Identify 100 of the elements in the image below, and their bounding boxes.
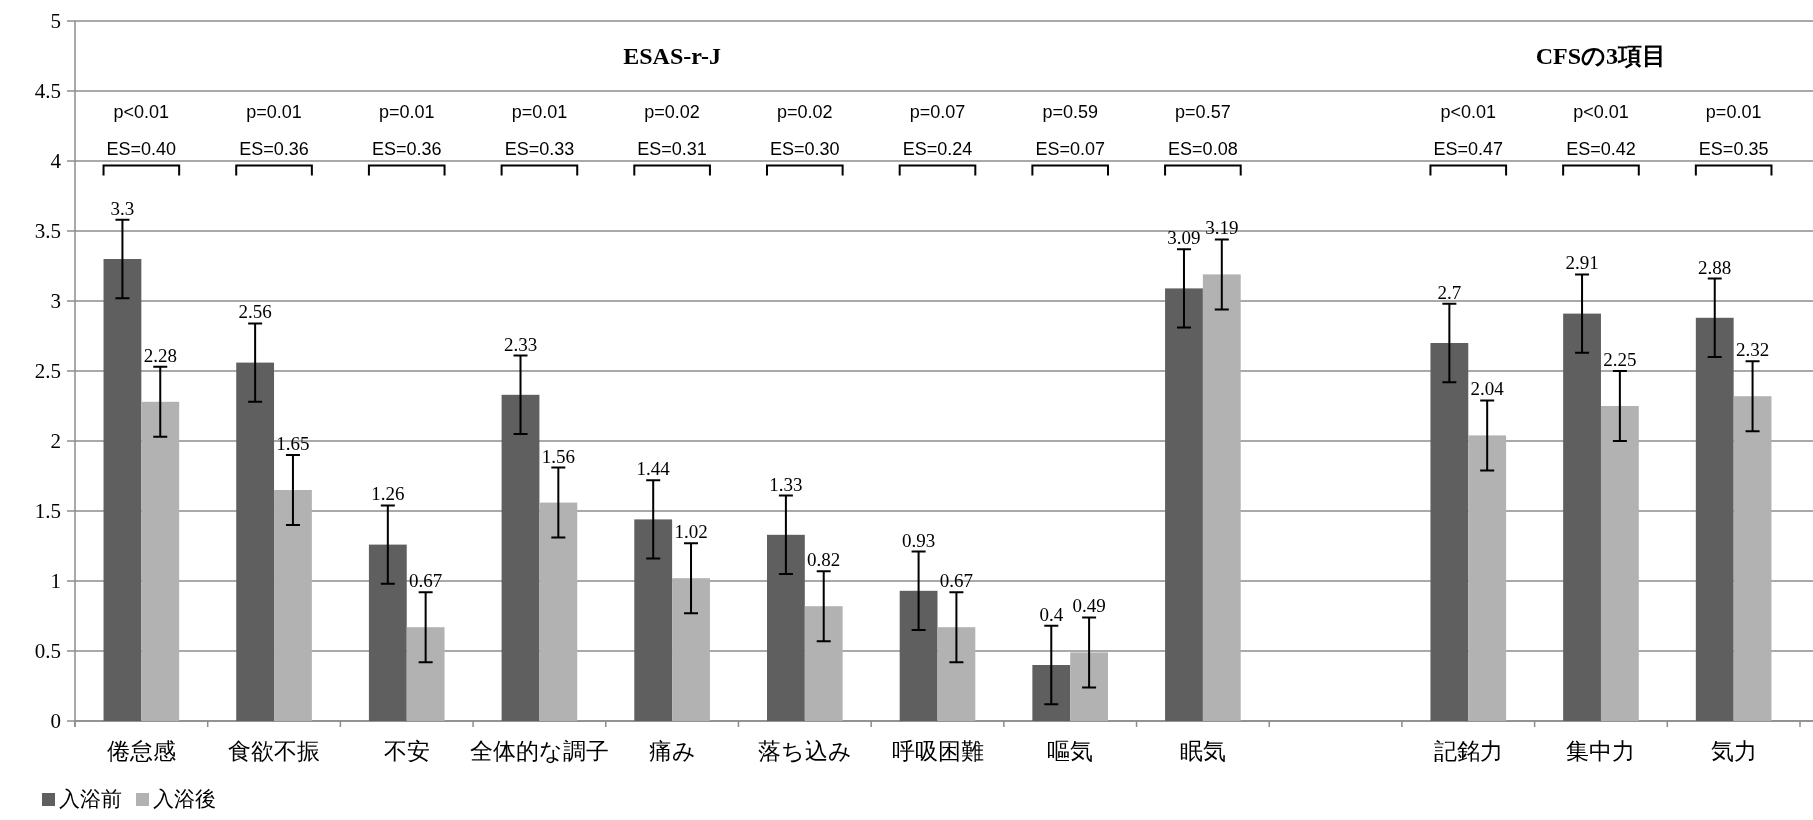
legend-入浴前: 入浴前 — [42, 787, 122, 811]
annotation: p=0.01 — [511, 101, 568, 122]
data-label: 1.33 — [769, 473, 803, 495]
annotation: p<0.01 — [1440, 101, 1497, 122]
data-label: 0.82 — [807, 549, 841, 571]
x-tick-label: 不安 — [383, 739, 430, 764]
bar — [368, 544, 407, 721]
annotation: p=0.57 — [1175, 101, 1231, 122]
bar — [634, 519, 673, 721]
bar — [236, 362, 275, 721]
annotation: ES=0.36 — [371, 139, 442, 160]
bar — [672, 578, 710, 721]
annotation: ES=0.42 — [1566, 139, 1636, 160]
x-tick-label: 呼吸困難 — [891, 739, 984, 764]
y-tick-label: 0.5 — [34, 639, 61, 663]
legend-label: 入浴後 — [153, 787, 216, 811]
annotation: p<0.01 — [1573, 101, 1629, 122]
annotation: p=0.02 — [777, 101, 833, 122]
x-tick-label: 倦怠感 — [106, 739, 176, 764]
data-label: 2.32 — [1735, 339, 1770, 361]
bar — [1468, 435, 1507, 721]
data-label: 0.49 — [1072, 595, 1106, 617]
x-tick-label: 集中力 — [1566, 739, 1636, 764]
annotation: p<0.01 — [113, 101, 170, 122]
bar — [804, 606, 843, 721]
data-label: 3.19 — [1205, 217, 1239, 239]
data-label: 2.25 — [1603, 349, 1637, 370]
data-label: 1.56 — [541, 445, 575, 467]
annotation: p=0.59 — [1042, 101, 1098, 122]
annotation: ES=0.31 — [637, 139, 707, 160]
annotation: ES=0.36 — [239, 139, 309, 160]
annotation: ESAS-r-J — [623, 43, 722, 69]
data-label: 2.28 — [143, 344, 177, 366]
x-tick-label: 落ち込み — [757, 739, 852, 764]
annotation: p=0.01 — [1705, 101, 1762, 122]
bar — [1600, 406, 1639, 721]
annotation: ES=0.33 — [504, 139, 575, 160]
y-tick-label: 2 — [50, 429, 61, 453]
data-label: 3.3 — [110, 197, 135, 219]
legend-入浴後: 入浴後 — [136, 787, 216, 811]
x-tick-label: 気力 — [1710, 739, 1757, 764]
annotation: ES=0.30 — [770, 139, 840, 160]
x-tick-label: 全体的な調子 — [469, 739, 609, 764]
y-tick-label: 1.5 — [34, 499, 61, 523]
data-label: 2.91 — [1565, 252, 1599, 274]
y-tick-label: 2.5 — [34, 359, 61, 383]
data-label: 1.26 — [371, 483, 405, 505]
x-tick-label: 痛み — [648, 739, 696, 764]
annotation: p=0.01 — [246, 101, 302, 122]
data-label: 3.09 — [1167, 227, 1201, 249]
annotation: p=0.01 — [378, 101, 435, 122]
bar — [539, 502, 578, 721]
data-label: 1.65 — [276, 433, 310, 454]
x-tick-label: 食欲不振 — [228, 739, 321, 764]
annotation: ES=0.07 — [1035, 139, 1105, 160]
annotation: ES=0.35 — [1698, 139, 1769, 160]
bar — [1430, 343, 1469, 721]
data-label: 2.04 — [1470, 378, 1505, 400]
data-label: 2.88 — [1698, 256, 1732, 278]
annotation: p=0.02 — [644, 101, 700, 122]
bar — [1695, 317, 1734, 721]
bar — [1733, 396, 1772, 721]
y-tick-label: 5 — [50, 9, 61, 33]
x-tick-label: 嘔気 — [1047, 739, 1094, 764]
annotation: ES=0.40 — [106, 139, 177, 160]
bar — [406, 627, 445, 721]
y-tick-label: 0 — [50, 709, 61, 733]
y-tick-label: 3 — [50, 289, 61, 313]
annotation: CFSの3項目 — [1535, 43, 1667, 69]
y-tick-label: 4 — [50, 149, 62, 173]
annotation: ES=0.08 — [1168, 139, 1238, 160]
bar — [141, 401, 180, 721]
data-label: 0.67 — [939, 570, 974, 592]
y-tick-label: 3.5 — [34, 219, 61, 243]
data-label: 2.56 — [238, 301, 272, 323]
data-label: 2.33 — [503, 333, 538, 355]
data-label: 0.67 — [409, 570, 443, 592]
annotation: ES=0.24 — [902, 139, 973, 160]
data-label: 1.02 — [674, 521, 708, 543]
bar — [1032, 665, 1071, 721]
bar — [937, 627, 976, 721]
bar — [1563, 313, 1601, 721]
annotation: p=0.07 — [909, 101, 966, 122]
annotation: ES=0.47 — [1433, 139, 1504, 160]
bar — [1070, 652, 1109, 721]
data-label: 0.93 — [901, 529, 936, 551]
data-label: 2.7 — [1437, 281, 1462, 303]
y-tick-label: 4.5 — [34, 79, 61, 103]
x-tick-label: 眠気 — [1179, 739, 1226, 764]
bar — [103, 259, 142, 721]
y-tick-label: 1 — [50, 569, 61, 593]
bar — [501, 394, 540, 721]
legend-label: 入浴前 — [59, 787, 122, 811]
data-label: 0.4 — [1039, 603, 1064, 625]
bar — [274, 490, 312, 721]
x-tick-label: 記銘力 — [1433, 739, 1503, 764]
bar — [766, 534, 805, 721]
data-label: 1.44 — [636, 458, 671, 480]
bar — [1165, 288, 1203, 721]
bar — [899, 590, 938, 721]
